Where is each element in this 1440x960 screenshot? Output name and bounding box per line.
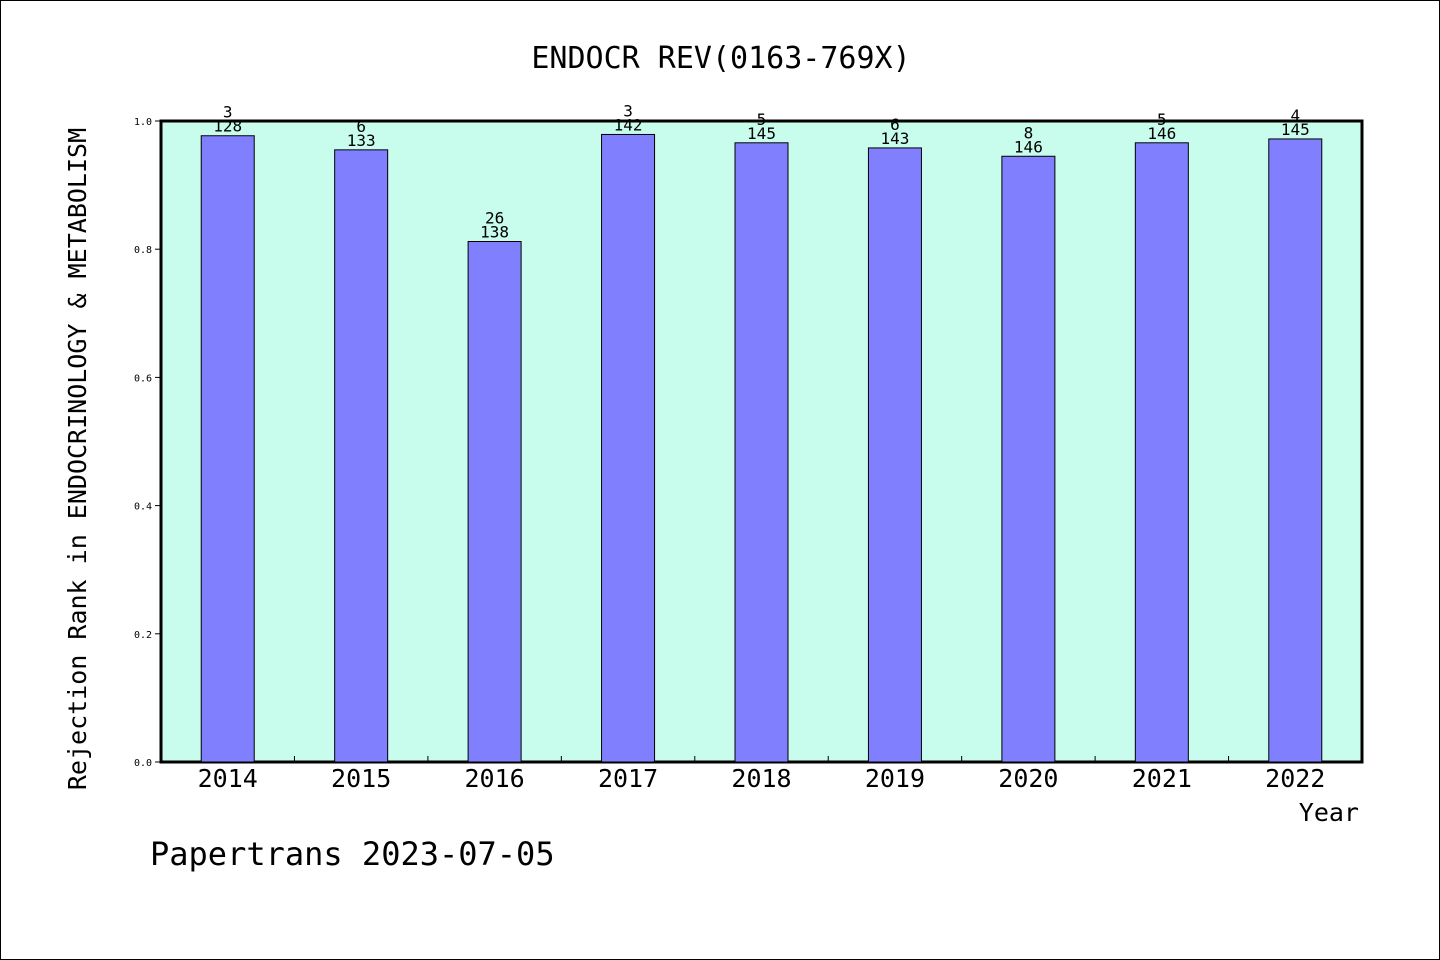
x-tick-label: 2017 <box>598 764 658 793</box>
bar-rank-label: 5 <box>1157 110 1167 129</box>
bar-2015 <box>334 149 389 763</box>
x-tick-label: 2016 <box>465 764 525 793</box>
chart-title: ENDOCR REV(0163-769X) <box>531 41 910 76</box>
bar-2014 <box>200 135 255 763</box>
bar-rank-label: 8 <box>1024 123 1034 142</box>
y-tick-label: 0.8 <box>134 245 152 256</box>
bar-rank-label: 3 <box>223 103 233 122</box>
bar-2018 <box>734 142 789 763</box>
x-tick-label: 2015 <box>331 764 391 793</box>
y-tick-label: 0.6 <box>134 373 152 384</box>
x-tick-label: 2022 <box>1265 764 1325 793</box>
x-tick-label: 2014 <box>198 764 258 793</box>
bar-2019 <box>867 147 922 763</box>
bar-total-label: 145 <box>1281 120 1310 139</box>
y-axis-label: Rejection Rank in ENDOCRINOLOGY & METABO… <box>63 128 92 790</box>
bar-total-label: 142 <box>614 115 643 134</box>
y-tick-label: 1.0 <box>134 117 152 128</box>
bar-total-label: 145 <box>747 124 776 143</box>
y-axis: 0.0 0.2 0.4 0.6 0.8 1.0 <box>134 117 161 769</box>
bar-2017 <box>601 133 656 763</box>
x-tick-label: 2019 <box>865 764 925 793</box>
y-tick-label: 0.0 <box>134 758 152 769</box>
bar-2020 <box>1001 155 1056 763</box>
bar-total-label: 128 <box>213 117 242 136</box>
bar-total-label: 146 <box>1147 124 1176 143</box>
bar-2022 <box>1268 138 1323 763</box>
bar-rank-label: 3 <box>623 101 633 120</box>
bar-rank-label: 6 <box>890 115 900 134</box>
bar-rank-label: 26 <box>485 209 504 228</box>
x-tick-label: 2020 <box>998 764 1058 793</box>
bar-rank-label: 6 <box>356 117 366 136</box>
y-tick-label: 0.2 <box>134 630 152 641</box>
bar-total-label: 146 <box>1014 137 1043 156</box>
bar-2016 <box>467 241 522 763</box>
x-axis: 2014 2015 2016 2017 2018 2019 2020 2021 2022 <box>198 756 1325 793</box>
bar-total-label: 143 <box>880 129 909 148</box>
bar-total-label: 133 <box>347 131 376 150</box>
bar-rank-label: 5 <box>757 110 767 129</box>
x-tick-label: 2018 <box>731 764 791 793</box>
x-axis-label: Year <box>1299 798 1359 827</box>
y-tick-label: 0.4 <box>134 502 152 513</box>
x-tick-label: 2021 <box>1132 764 1192 793</box>
bar-rank-label: 4 <box>1290 106 1300 125</box>
footer-credit: Papertrans 2023-07-05 <box>150 835 555 873</box>
bar-total-label: 138 <box>480 223 509 242</box>
bar-2021 <box>1134 142 1189 763</box>
